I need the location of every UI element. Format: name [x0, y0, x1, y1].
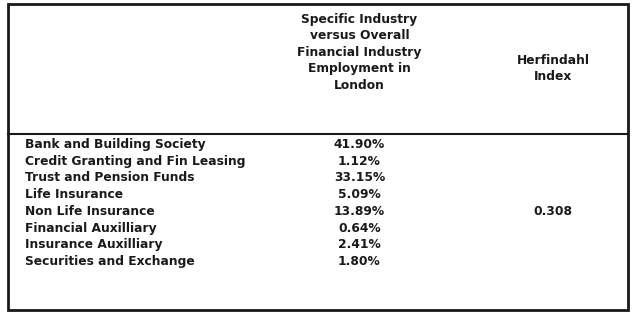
- Text: 0.64%: 0.64%: [338, 222, 381, 234]
- Text: Credit Granting and Fin Leasing: Credit Granting and Fin Leasing: [25, 155, 246, 167]
- Text: Insurance Auxilliary: Insurance Auxilliary: [25, 238, 163, 251]
- Text: 5.09%: 5.09%: [338, 188, 381, 201]
- Text: 1.12%: 1.12%: [338, 155, 381, 167]
- Text: Specific Industry
versus Overall
Financial Industry
Employment in
London: Specific Industry versus Overall Financi…: [297, 13, 422, 92]
- Text: Life Insurance: Life Insurance: [25, 188, 123, 201]
- Text: 2.41%: 2.41%: [338, 238, 381, 251]
- FancyBboxPatch shape: [8, 4, 628, 310]
- Text: 0.308: 0.308: [534, 205, 573, 218]
- Text: 41.90%: 41.90%: [334, 138, 385, 151]
- Text: Herfindahl
Index: Herfindahl Index: [517, 54, 590, 83]
- Text: Bank and Building Society: Bank and Building Society: [25, 138, 206, 151]
- Text: Trust and Pension Funds: Trust and Pension Funds: [25, 171, 195, 184]
- Text: 13.89%: 13.89%: [334, 205, 385, 218]
- Text: 33.15%: 33.15%: [334, 171, 385, 184]
- Text: 1.80%: 1.80%: [338, 255, 381, 268]
- Text: Securities and Exchange: Securities and Exchange: [25, 255, 195, 268]
- Text: Financial Auxilliary: Financial Auxilliary: [25, 222, 157, 234]
- Text: Non Life Insurance: Non Life Insurance: [25, 205, 155, 218]
